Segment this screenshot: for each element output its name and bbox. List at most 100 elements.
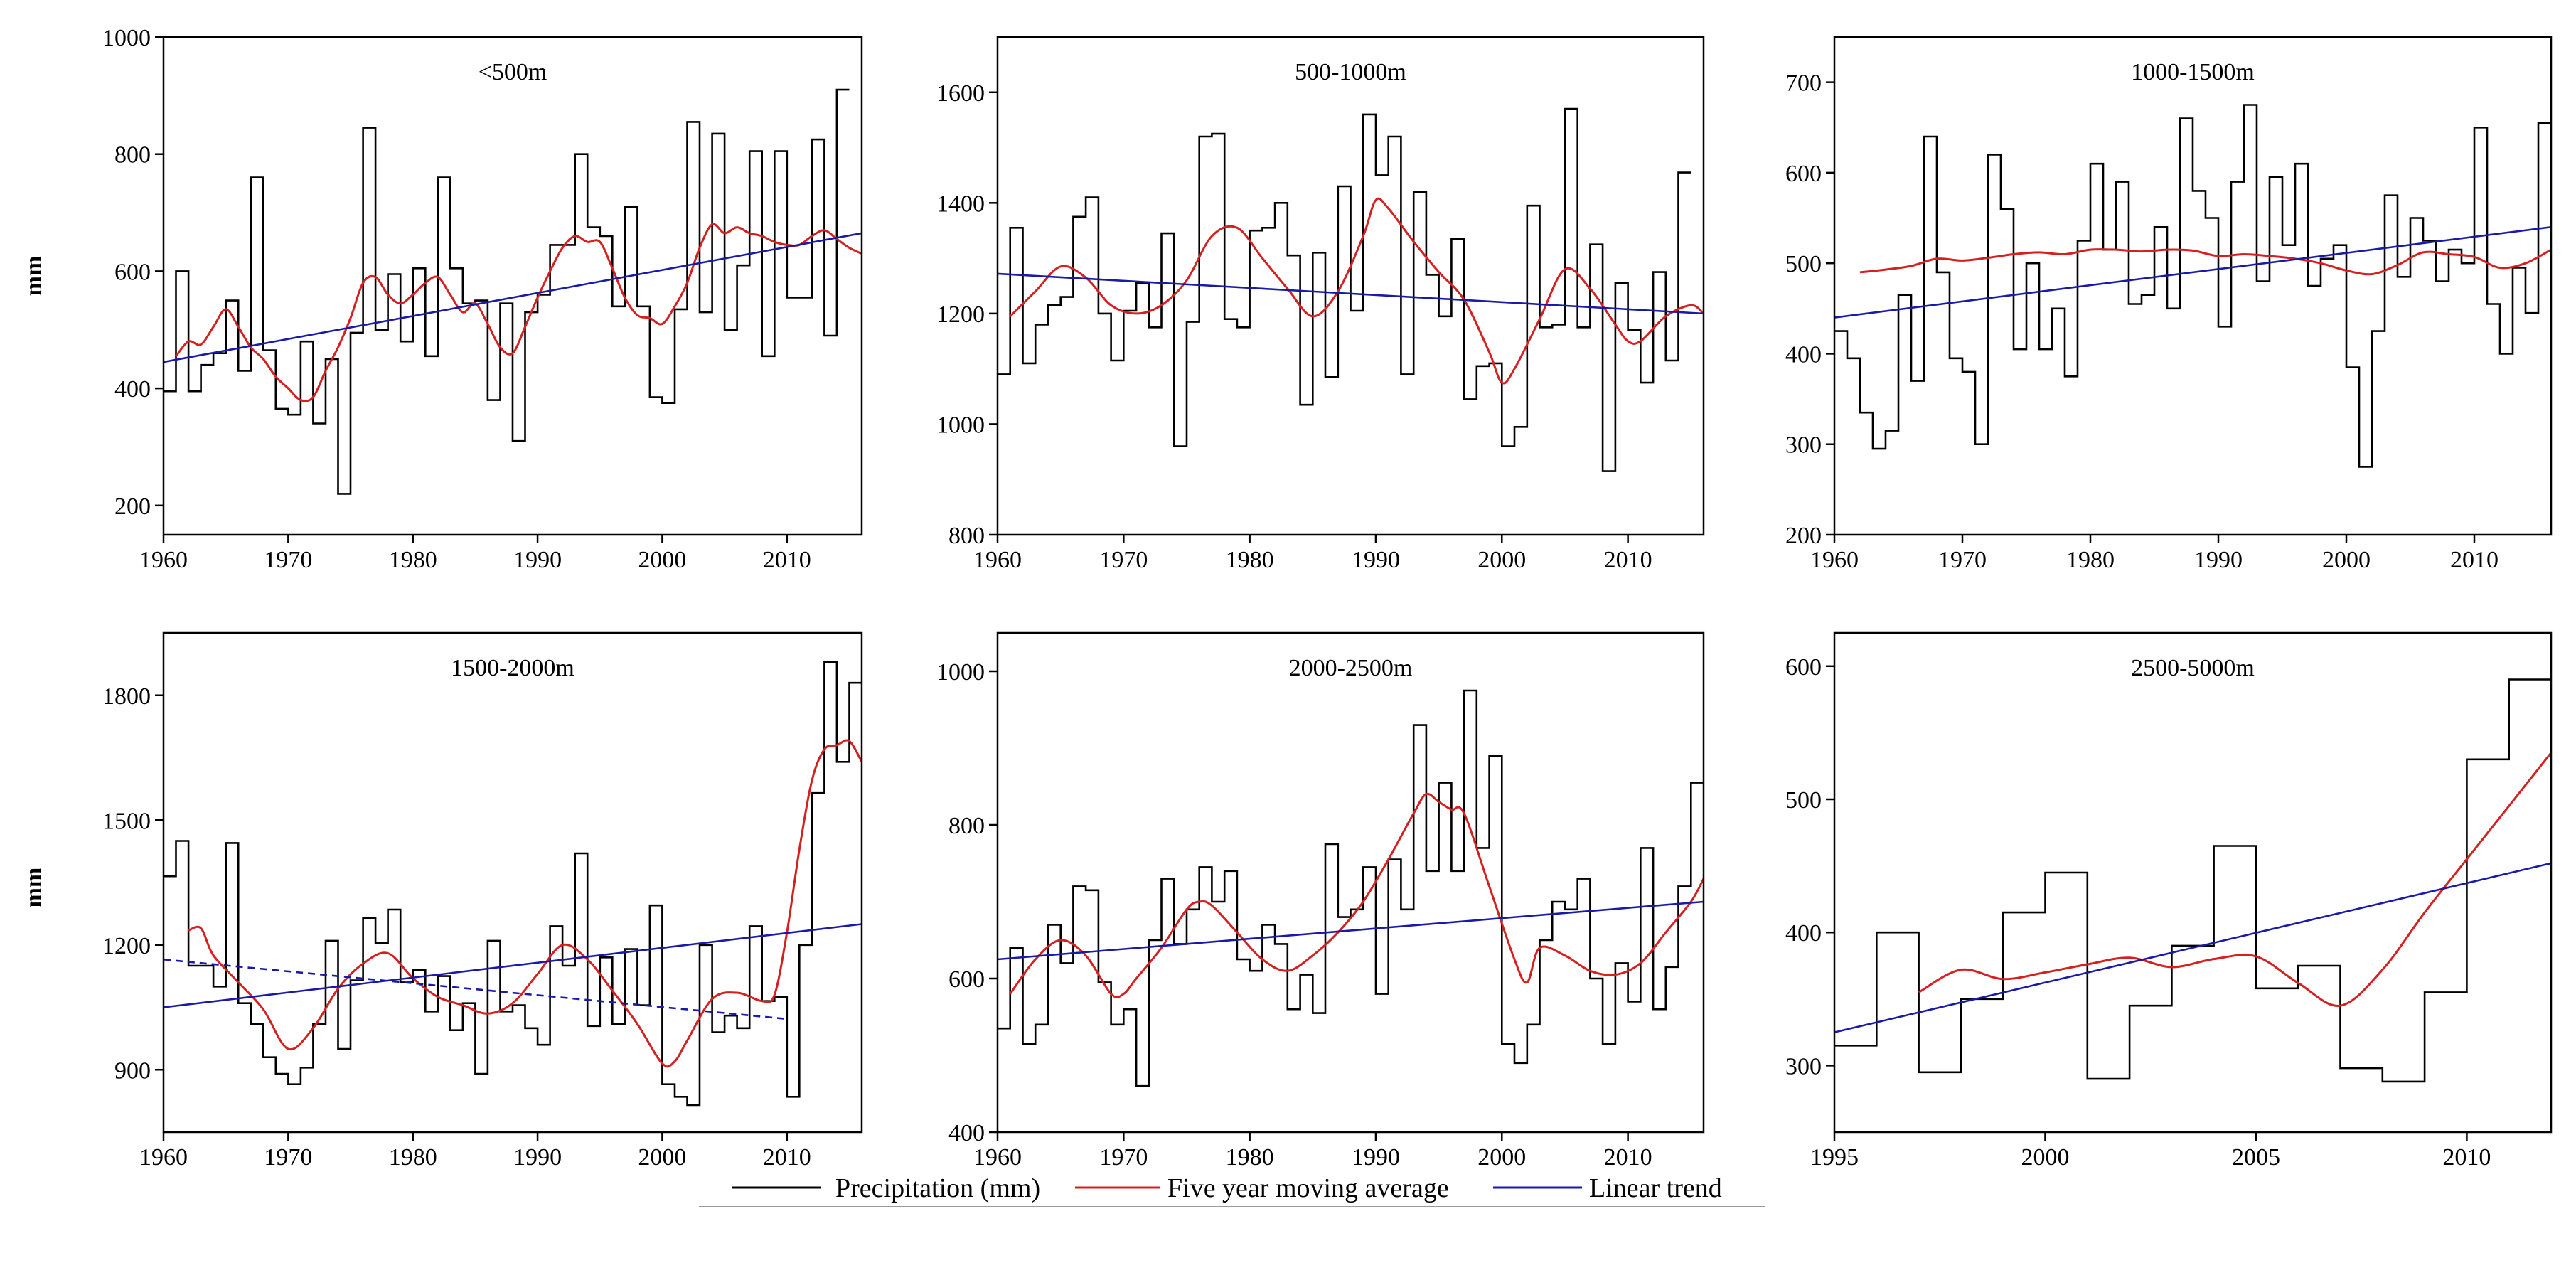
y-tick-label: 1800: [102, 683, 151, 710]
y-tick-label: 600: [114, 259, 151, 285]
plot-frame: [1833, 36, 2553, 536]
moving-average-line: [1859, 248, 2551, 276]
dashed-trend-line: [164, 958, 787, 1020]
legend-moving-avg-label: Five year moving average: [1167, 1173, 1449, 1203]
moving-average-line: [175, 223, 862, 402]
precip-step-line: [1834, 678, 2551, 1083]
y-axis-label-top: mm: [21, 256, 47, 297]
panel-title: 1500-2000m: [451, 655, 574, 681]
y-tick-label: 300: [1785, 1053, 1822, 1079]
y-tick-label: 600: [1785, 654, 1822, 681]
x-tick-label: 1990: [1352, 1144, 1400, 1171]
x-tick-label: 2005: [2232, 1144, 2280, 1171]
panel-title: 2000-2500m: [1289, 655, 1413, 681]
y-tick-label: 1200: [936, 302, 985, 328]
y-tick-label: 1200: [102, 933, 151, 959]
y-tick-label: 900: [114, 1057, 151, 1084]
y-tick-label: 1600: [936, 80, 985, 107]
plot-area: [1834, 104, 2551, 468]
y-tick-label: 1400: [936, 191, 985, 217]
y-tick-label: 800: [948, 523, 985, 549]
x-tick-label: 1970: [264, 1144, 312, 1171]
y-tick-label: 200: [1785, 523, 1822, 549]
precip-step-line: [164, 88, 850, 495]
y-tick-label: 400: [1785, 341, 1822, 368]
x-tick-label: 1960: [973, 547, 1022, 573]
x-tick-label: 2000: [2021, 1144, 2069, 1171]
y-tick-label: 1000: [936, 412, 985, 438]
linear-trend-line: [998, 272, 1704, 315]
plot-frame: [162, 631, 863, 1134]
moving-average-line: [188, 739, 862, 1068]
x-tick-label: 2010: [763, 547, 811, 573]
legend-trend-label: Linear trend: [1589, 1173, 1722, 1203]
y-tick-label: 600: [948, 966, 985, 993]
precip-step-line: [998, 107, 1691, 472]
plot-area: [998, 689, 1704, 1087]
x-tick-label: 1970: [1099, 1144, 1148, 1171]
x-tick-label: 2010: [2442, 1144, 2491, 1171]
y-tick-label: 500: [1785, 787, 1822, 814]
y-tick-label: 800: [948, 813, 985, 839]
x-tick-label: 2000: [2322, 547, 2371, 573]
x-tick-label: 1990: [513, 547, 562, 573]
precip-step-line: [164, 661, 862, 1107]
chart-panel-5: 1960 1970 1980 1990 2000 2010 400 600 800 1000 200…: [936, 631, 1705, 1171]
plot-frame: [996, 631, 1705, 1134]
chart-panel-4: 1960 1970 1980 1990 2000 2010 900 1200 1500 1800 1…: [102, 631, 863, 1171]
y-axis-label-bottom: mm: [21, 868, 47, 908]
linear-trend-line: [164, 923, 862, 1008]
x-tick-label: 1995: [1810, 1144, 1859, 1171]
panel-title: 1000-1500m: [2131, 59, 2255, 85]
y-tick-label: 400: [1785, 920, 1822, 947]
chart-panel-6: 1995 2000 2005 2010 300 400 500 600 2500-5000m: [1785, 631, 2553, 1171]
x-tick-label: 2010: [1604, 1144, 1652, 1171]
linear-trend-line: [998, 900, 1704, 961]
chart-panel-2: 1960 1970 1980 1990 2000 2010 800 1000 1200 1400 1…: [936, 36, 1705, 573]
chart-panel-1: 1960 1970 1980 1990 2000 2010 200 400 600 800 1000…: [102, 25, 863, 573]
precip-step-line: [998, 689, 1704, 1087]
x-tick-label: 1980: [1226, 1144, 1274, 1171]
plot-area: [164, 661, 862, 1107]
moving-average-line: [1009, 792, 1704, 998]
moving-average-line: [1009, 197, 1704, 385]
y-tick-label: 400: [114, 376, 151, 402]
plot-area: [164, 88, 862, 495]
x-tick-label: 1990: [1352, 547, 1400, 573]
x-tick-label: 1980: [2066, 547, 2115, 573]
y-tick-label: 1000: [102, 25, 151, 51]
x-tick-label: 2000: [1477, 547, 1526, 573]
legend: Precipitation (mm) Five year moving aver…: [699, 1173, 1765, 1207]
y-tick-label: 600: [1785, 161, 1822, 187]
y-tick-label: 500: [1785, 251, 1822, 277]
panel-title: <500m: [479, 59, 547, 85]
x-tick-label: 2000: [1477, 1144, 1526, 1171]
panels-group: 1960 1970 1980 1990 2000 2010 200 400 600 800 1000…: [102, 25, 2553, 1171]
legend-precip-label: Precipitation (mm): [835, 1173, 1040, 1203]
plot-area: [998, 107, 1704, 472]
x-tick-label: 1980: [389, 1144, 437, 1171]
y-tick-label: 700: [1785, 70, 1822, 97]
y-tick-label: 1500: [102, 808, 151, 834]
plot-area: [1834, 678, 2551, 1083]
x-tick-label: 1980: [1226, 547, 1274, 573]
plot-frame: [162, 36, 863, 536]
y-tick-label: 200: [114, 494, 151, 520]
x-tick-label: 1980: [389, 547, 437, 573]
plot-frame: [996, 36, 1705, 536]
linear-trend-line: [1834, 225, 2551, 319]
y-tick-label: 300: [1785, 432, 1822, 459]
moving-average-line: [1918, 752, 2551, 1007]
x-tick-label: 1960: [1810, 547, 1859, 573]
x-tick-label: 1960: [973, 1144, 1022, 1171]
y-tick-label: 1000: [936, 659, 985, 686]
x-tick-label: 1970: [264, 547, 312, 573]
x-tick-label: 2010: [763, 1144, 811, 1171]
x-tick-label: 1970: [1099, 547, 1148, 573]
x-tick-label: 1990: [513, 1144, 562, 1171]
x-tick-label: 2000: [638, 547, 686, 573]
panel-title: 2500-5000m: [2131, 655, 2255, 681]
chart-panel-3: 1960 1970 1980 1990 2000 2010 200 300 400 500 600 7…: [1785, 36, 2553, 573]
linear-trend-line: [1834, 862, 2551, 1033]
